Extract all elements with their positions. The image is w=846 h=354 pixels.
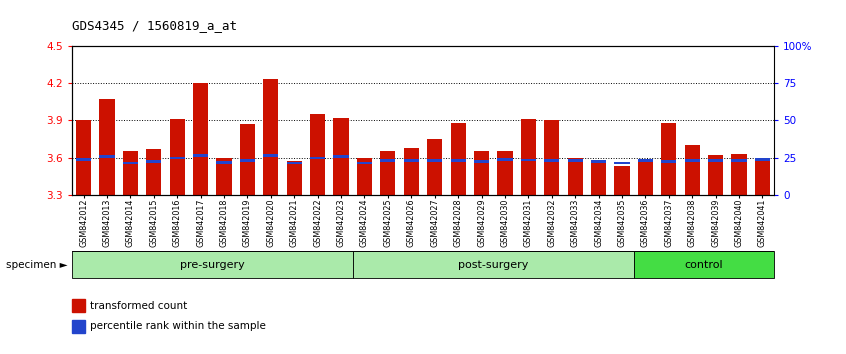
Bar xyxy=(521,119,536,195)
Bar xyxy=(123,152,138,195)
Text: control: control xyxy=(684,259,723,270)
Bar xyxy=(427,139,442,195)
Bar xyxy=(146,160,162,163)
Text: GDS4345 / 1560819_a_at: GDS4345 / 1560819_a_at xyxy=(72,19,237,32)
Bar xyxy=(591,160,606,163)
Bar xyxy=(263,154,278,157)
Bar xyxy=(474,160,489,163)
Text: specimen ►: specimen ► xyxy=(6,259,68,270)
Bar xyxy=(451,123,465,195)
Bar xyxy=(544,159,559,162)
Bar xyxy=(217,158,232,195)
Bar xyxy=(333,155,349,158)
Bar xyxy=(287,161,302,195)
Bar xyxy=(634,251,774,278)
Bar xyxy=(72,320,85,333)
Bar xyxy=(732,159,746,162)
Text: transformed count: transformed count xyxy=(91,301,188,311)
Bar xyxy=(193,83,208,195)
Bar xyxy=(708,159,723,162)
Bar xyxy=(684,145,700,195)
Bar xyxy=(240,159,255,162)
Text: post-surgery: post-surgery xyxy=(458,259,529,270)
Bar xyxy=(662,160,676,163)
Bar xyxy=(310,157,325,159)
Bar xyxy=(381,152,395,195)
Bar xyxy=(193,154,208,157)
Bar xyxy=(76,120,91,195)
Bar xyxy=(568,158,583,195)
Bar xyxy=(310,114,325,195)
Bar xyxy=(357,158,372,195)
Bar xyxy=(591,161,606,195)
Bar xyxy=(708,155,723,195)
Bar xyxy=(568,159,583,162)
Bar xyxy=(684,159,700,162)
Bar xyxy=(451,159,465,162)
Bar xyxy=(263,79,278,195)
Bar xyxy=(755,158,770,195)
Bar xyxy=(755,158,770,161)
Bar xyxy=(497,152,513,195)
Bar xyxy=(614,162,629,164)
Bar xyxy=(100,99,114,195)
Bar xyxy=(170,119,184,195)
Bar xyxy=(333,118,349,195)
Bar xyxy=(404,159,419,162)
Bar xyxy=(497,158,513,161)
Bar xyxy=(732,154,746,195)
Text: percentile rank within the sample: percentile rank within the sample xyxy=(91,321,266,331)
Bar xyxy=(357,162,372,164)
Bar xyxy=(170,157,184,159)
Bar xyxy=(72,299,85,312)
Bar xyxy=(474,152,489,195)
Bar xyxy=(100,155,114,158)
Bar xyxy=(638,161,653,195)
Bar xyxy=(72,251,353,278)
Bar xyxy=(240,124,255,195)
Bar xyxy=(638,159,653,162)
Bar xyxy=(353,251,634,278)
Bar xyxy=(146,149,162,195)
Bar xyxy=(662,123,676,195)
Bar xyxy=(427,159,442,162)
Bar xyxy=(76,158,91,161)
Text: pre-surgery: pre-surgery xyxy=(180,259,244,270)
Bar xyxy=(287,162,302,164)
Bar xyxy=(404,148,419,195)
Bar xyxy=(614,166,629,195)
Bar xyxy=(217,161,232,164)
Bar xyxy=(123,162,138,164)
Bar xyxy=(381,159,395,162)
Bar xyxy=(544,120,559,195)
Bar xyxy=(521,159,536,161)
